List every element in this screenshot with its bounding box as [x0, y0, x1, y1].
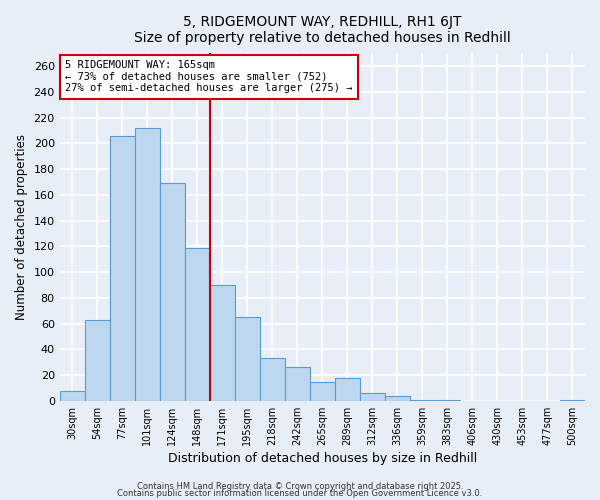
Bar [435, 400, 460, 401]
Bar [135, 128, 160, 401]
Bar [260, 358, 285, 401]
Bar [360, 393, 385, 401]
Title: 5, RIDGEMOUNT WAY, REDHILL, RH1 6JT
Size of property relative to detached houses: 5, RIDGEMOUNT WAY, REDHILL, RH1 6JT Size… [134, 15, 511, 45]
X-axis label: Distribution of detached houses by size in Redhill: Distribution of detached houses by size … [168, 452, 477, 465]
Bar [560, 400, 585, 401]
Bar [210, 285, 235, 401]
Bar [185, 248, 210, 401]
Text: 5 RIDGEMOUNT WAY: 165sqm
← 73% of detached houses are smaller (752)
27% of semi-: 5 RIDGEMOUNT WAY: 165sqm ← 73% of detach… [65, 60, 352, 94]
Text: Contains public sector information licensed under the Open Government Licence v3: Contains public sector information licen… [118, 490, 482, 498]
Bar [335, 378, 360, 401]
Bar [59, 390, 85, 401]
Bar [285, 368, 310, 401]
Bar [310, 382, 335, 401]
Bar [410, 400, 435, 401]
Y-axis label: Number of detached properties: Number of detached properties [15, 134, 28, 320]
Bar [160, 184, 185, 401]
Bar [385, 396, 410, 401]
Bar [235, 317, 260, 401]
Text: Contains HM Land Registry data © Crown copyright and database right 2025.: Contains HM Land Registry data © Crown c… [137, 482, 463, 491]
Bar [110, 136, 135, 401]
Bar [85, 320, 110, 401]
